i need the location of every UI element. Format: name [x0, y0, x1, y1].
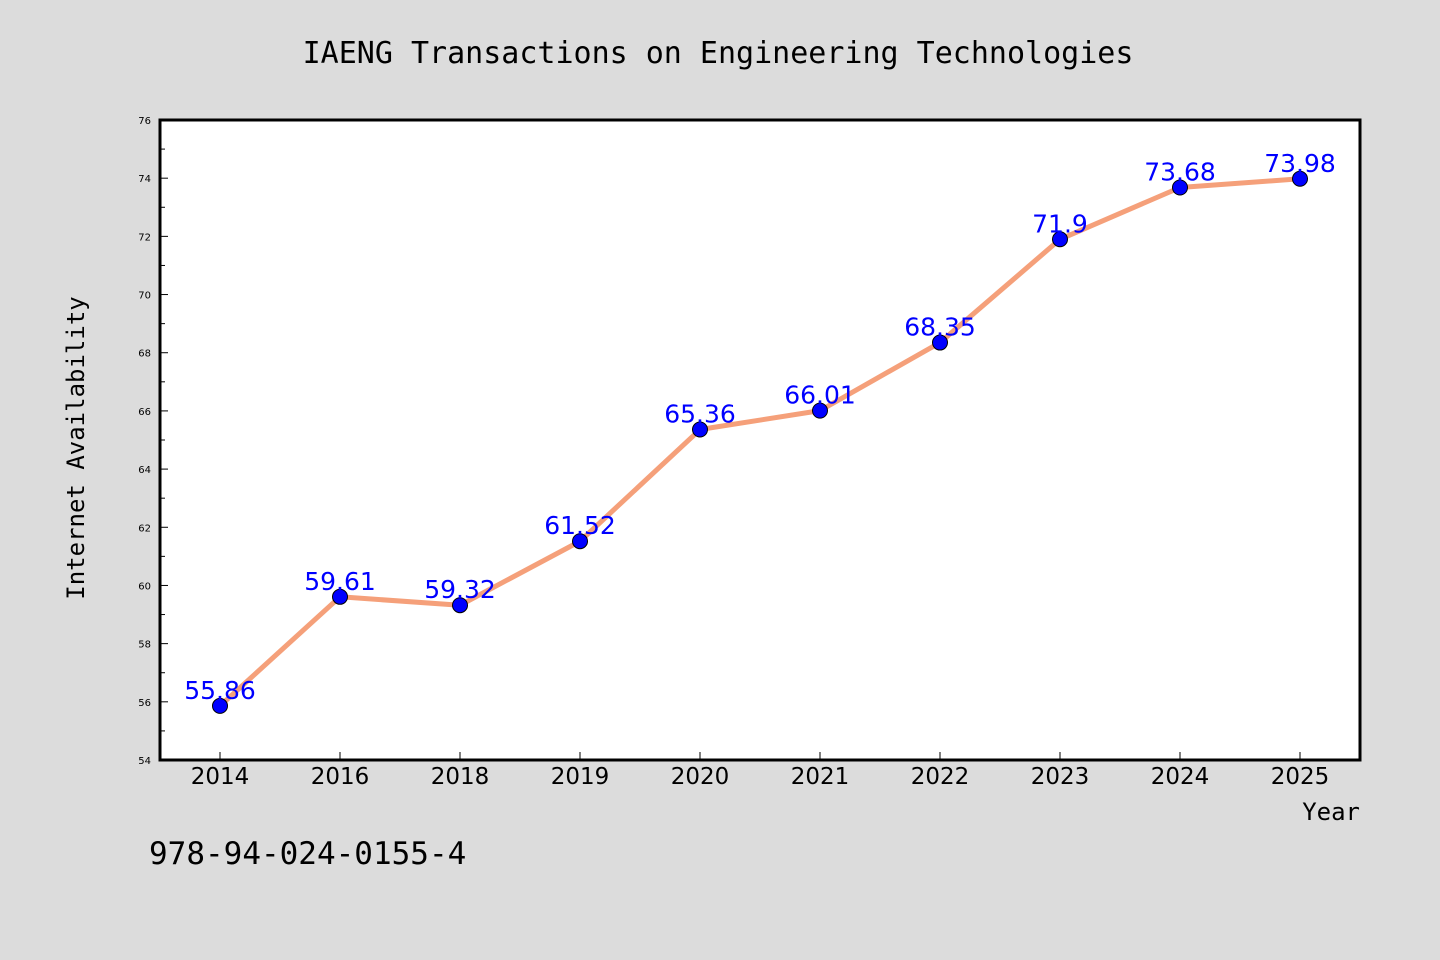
plot-background — [160, 120, 1360, 760]
y-axis-label: Internet Availability — [62, 296, 90, 599]
data-point — [572, 533, 588, 550]
data-label: 65.36 — [664, 400, 736, 429]
data-label: 66.01 — [784, 381, 856, 410]
y-tick-label: 68 — [138, 349, 151, 360]
data-point — [692, 421, 708, 438]
data-label: 68.35 — [904, 313, 976, 342]
data-point — [1052, 231, 1068, 248]
data-point — [812, 402, 828, 419]
y-tick-label: 70 — [138, 291, 151, 302]
x-axis-label: Year — [1302, 798, 1360, 826]
data-point — [452, 597, 468, 614]
series-group: 55.86 59.61 59.32 61.52 65.36 66.01 68.35 71.9 7… — [184, 149, 1336, 714]
y-tick-label: 54 — [138, 756, 151, 767]
data-point — [1172, 179, 1188, 196]
y-tick-label: 74 — [138, 174, 151, 185]
x-tick-label: 2016 — [311, 764, 370, 790]
x-tick-label: 2014 — [191, 764, 250, 790]
data-point — [332, 588, 348, 605]
data-label: 55.86 — [184, 676, 256, 705]
x-tick-label: 2020 — [671, 764, 730, 790]
y-tick-label: 76 — [138, 116, 151, 127]
x-axis-ticks: 2014 2016 2018 2019 2020 2021 2022 2023 2024 2025 — [191, 752, 1330, 790]
x-tick-label: 2024 — [1151, 764, 1210, 790]
y-tick-label: 72 — [138, 232, 151, 243]
y-tick-label: 56 — [138, 698, 151, 709]
x-tick-label: 2021 — [791, 764, 850, 790]
data-point — [1292, 170, 1308, 187]
x-tick-label: 2018 — [431, 764, 490, 790]
isbn-footer: 978-94-024-0155-4 — [149, 836, 466, 872]
data-label: 73.68 — [1144, 157, 1216, 186]
data-point — [212, 697, 228, 714]
y-axis-ticks: 54 56 58 60 62 64 66 68 70 72 74 76 — [138, 116, 168, 767]
data-label: 59.61 — [304, 567, 376, 596]
plot-frame — [158, 118, 1362, 762]
data-point — [932, 334, 948, 351]
y-tick-label: 58 — [138, 640, 151, 651]
series-line — [217, 176, 1303, 709]
y-tick-label: 66 — [138, 407, 151, 418]
y-tick-label: 62 — [138, 523, 151, 534]
data-label: 73.98 — [1264, 149, 1336, 178]
y-tick-label: 64 — [138, 465, 151, 476]
data-label: 59.32 — [424, 575, 496, 604]
x-tick-label: 2019 — [551, 764, 610, 790]
data-label: 61.52 — [544, 511, 616, 540]
x-tick-label: 2022 — [911, 764, 970, 790]
data-label: 71.9 — [1032, 209, 1088, 238]
x-tick-label: 2023 — [1031, 764, 1090, 790]
chart-title: IAENG Transactions on Engineering Techno… — [303, 36, 1134, 71]
x-tick-label: 2025 — [1271, 764, 1330, 790]
y-tick-label: 60 — [138, 581, 151, 592]
